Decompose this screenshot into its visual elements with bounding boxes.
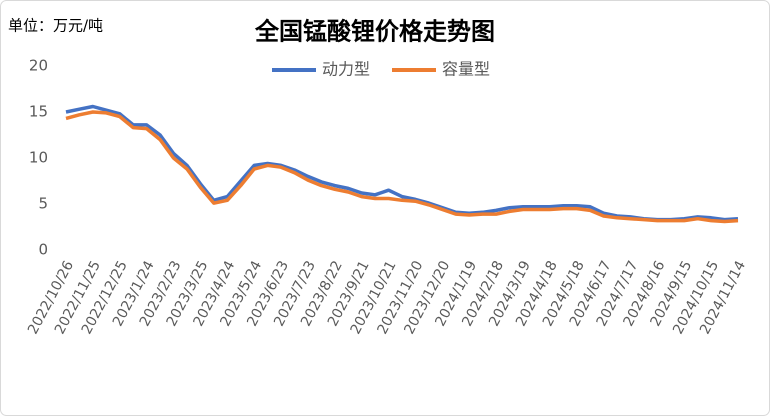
unit-label: 单位：万元/吨 [8,17,103,35]
y-tick-label: 0 [38,241,48,259]
y-tick-label: 20 [29,57,48,75]
y-tick-label: 5 [38,195,48,213]
legend-label: 容量型 [442,60,490,79]
legend-label: 动力型 [322,60,370,79]
chart-title: 全国锰酸锂价格走势图 [254,17,495,46]
y-tick-label: 15 [29,103,48,121]
series-line [65,110,739,224]
series-line [65,104,739,222]
y-tick-label: 10 [29,149,48,167]
